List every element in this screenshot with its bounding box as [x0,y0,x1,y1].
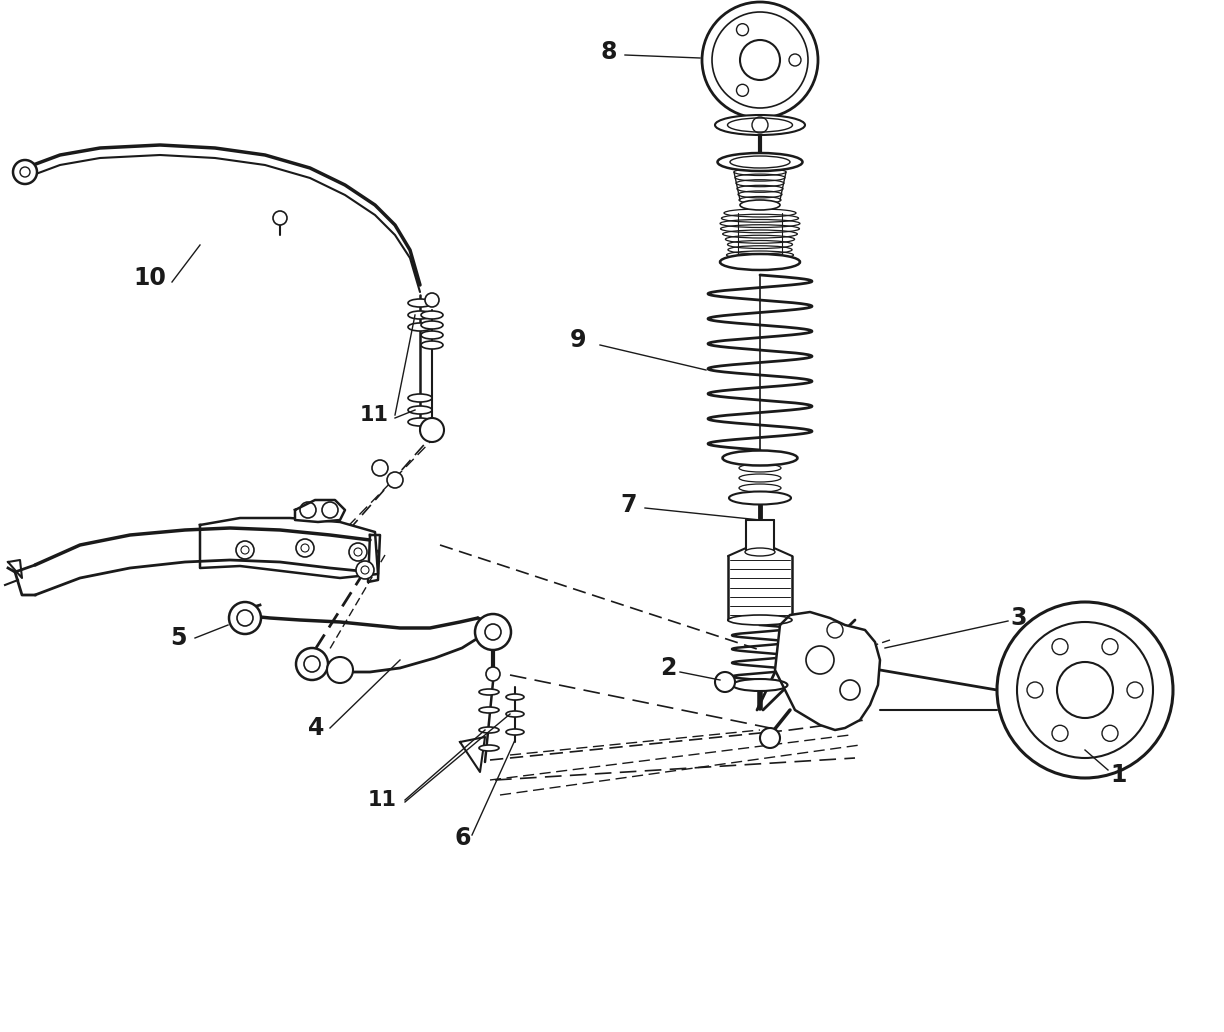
Text: 7: 7 [621,493,636,517]
Text: 4: 4 [308,716,324,740]
Text: 10: 10 [133,266,166,290]
Ellipse shape [717,153,803,171]
Ellipse shape [479,745,499,751]
Ellipse shape [732,679,787,691]
Circle shape [13,160,37,184]
Ellipse shape [408,406,432,414]
Circle shape [737,24,749,36]
Circle shape [273,211,286,225]
Ellipse shape [408,418,432,426]
Text: 1: 1 [1110,763,1126,787]
Text: 11: 11 [368,791,397,810]
Circle shape [998,602,1173,778]
Ellipse shape [741,200,780,209]
Circle shape [737,85,749,96]
Polygon shape [9,560,22,578]
Polygon shape [775,612,880,730]
Ellipse shape [728,615,792,625]
Circle shape [1058,662,1113,718]
Circle shape [387,472,403,488]
Polygon shape [295,499,345,522]
Text: 11: 11 [360,405,389,425]
Circle shape [703,2,818,118]
Circle shape [349,543,367,561]
Circle shape [296,539,315,557]
Ellipse shape [479,707,499,713]
Ellipse shape [421,311,443,319]
Ellipse shape [479,727,499,733]
Ellipse shape [722,451,798,465]
Circle shape [486,667,499,681]
Ellipse shape [479,689,499,695]
Circle shape [420,418,444,442]
Text: 9: 9 [570,328,586,352]
Ellipse shape [421,321,443,329]
Polygon shape [479,618,498,648]
Ellipse shape [408,299,432,307]
Ellipse shape [745,548,775,556]
Ellipse shape [720,254,800,270]
Ellipse shape [408,311,432,319]
Circle shape [475,614,510,650]
Circle shape [789,54,800,66]
Text: 6: 6 [455,826,471,850]
Circle shape [372,460,388,476]
Ellipse shape [506,729,524,735]
Polygon shape [5,572,20,588]
Circle shape [425,293,439,307]
Ellipse shape [506,694,524,700]
Circle shape [236,541,255,559]
Circle shape [327,657,353,683]
Ellipse shape [408,394,432,402]
Circle shape [296,648,328,680]
Circle shape [356,561,375,579]
Circle shape [760,728,780,748]
Ellipse shape [421,331,443,338]
Ellipse shape [408,323,432,331]
Polygon shape [200,518,378,578]
Text: 3: 3 [1010,606,1027,630]
Text: 8: 8 [600,40,617,64]
Circle shape [229,602,261,634]
Ellipse shape [730,491,791,505]
Ellipse shape [421,341,443,349]
Text: 5: 5 [170,626,186,650]
Circle shape [715,672,734,692]
Text: 2: 2 [660,656,677,680]
Ellipse shape [715,115,805,135]
Ellipse shape [506,711,524,717]
